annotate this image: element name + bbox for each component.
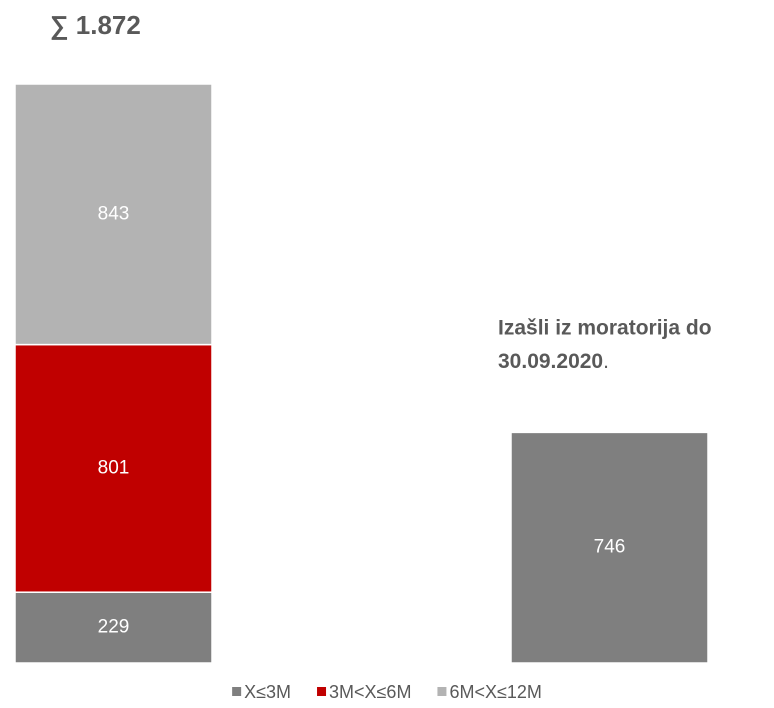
legend-swatch [232, 687, 242, 696]
legend-label: X≤3M [244, 682, 291, 702]
data-label: 843 [98, 203, 130, 224]
annotation-line: 30.09.2020. [498, 350, 609, 373]
bar-segment [14, 83, 213, 346]
total-label: ∑ 1.872 [50, 10, 141, 40]
legend-swatch [317, 687, 327, 696]
bar-segment [510, 431, 709, 664]
legend-label: 6M<X≤12M [449, 682, 541, 702]
data-label: 746 [594, 537, 626, 558]
legend: X≤3M 3M<X≤6M 6M<X≤12M [232, 682, 542, 702]
annotation-line: Izašli iz moratorija do [498, 317, 712, 340]
annotation-end: . [603, 350, 609, 373]
bar-segment [14, 343, 213, 593]
annotation-date: 30.09.2020 [498, 350, 603, 373]
data-label: 801 [98, 457, 130, 478]
data-label: 229 [98, 617, 130, 638]
legend-label: 3M<X≤6M [329, 682, 411, 702]
legend-swatch [437, 687, 447, 696]
bar-segment [14, 591, 213, 664]
